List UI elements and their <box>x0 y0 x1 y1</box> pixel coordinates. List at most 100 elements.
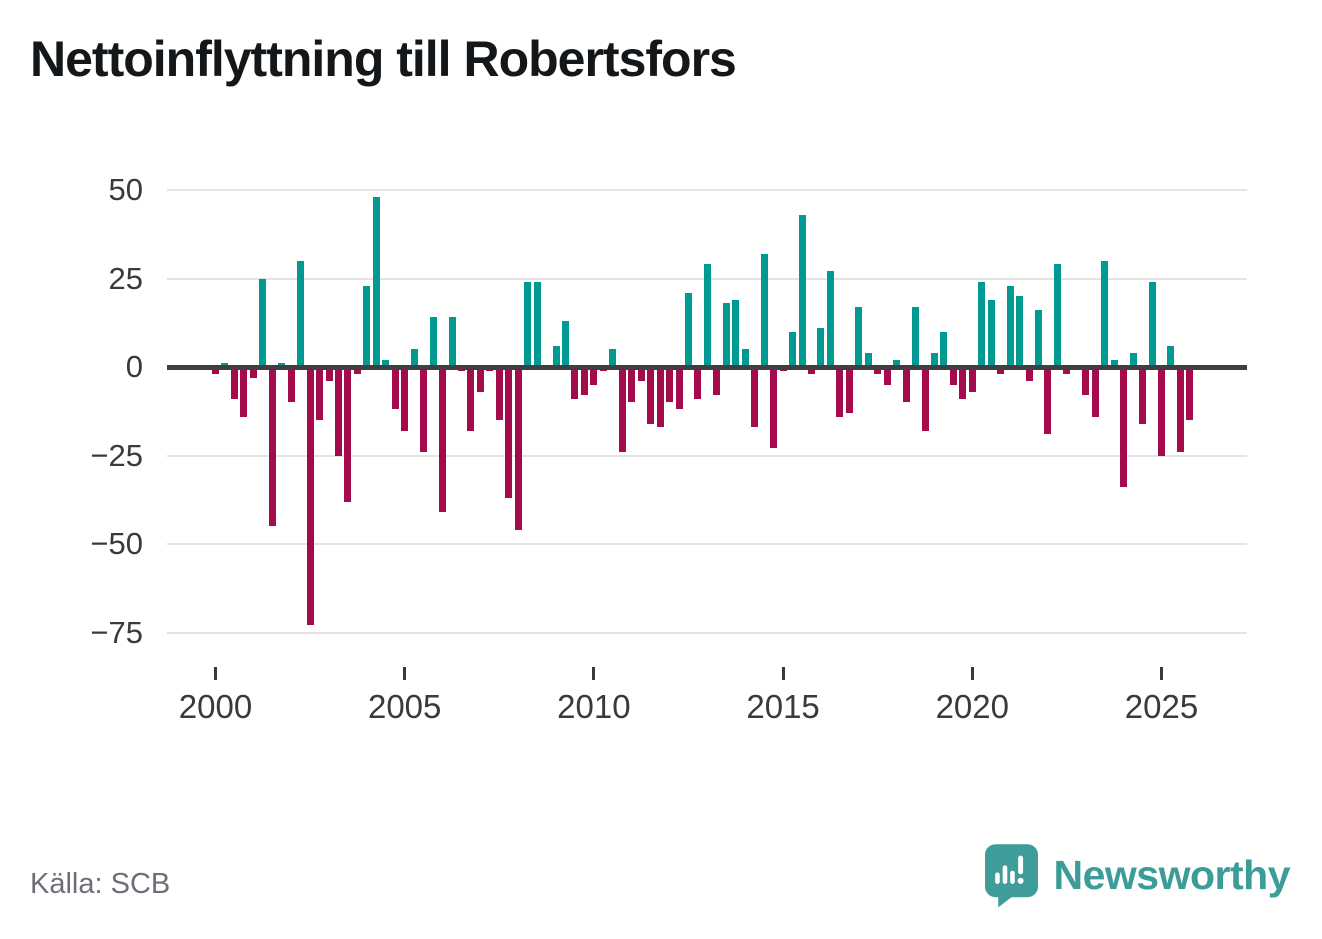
bar-2012-Q3 <box>685 292 692 367</box>
bar-2005-Q1 <box>401 367 409 431</box>
x-tick-label: 2015 <box>746 688 820 725</box>
bar-2001-Q3 <box>268 367 276 527</box>
y-tick-label: −50 <box>90 526 143 561</box>
newsworthy-wordmark: Newsworthy <box>1053 852 1291 898</box>
bar-2024-Q2 <box>1129 352 1137 367</box>
bar-2019-Q3 <box>949 367 957 385</box>
bar-2002-Q3 <box>306 367 314 626</box>
bar-2018-Q4 <box>921 367 929 431</box>
bar-2006-Q2 <box>448 317 456 367</box>
x-tick <box>970 667 974 680</box>
bar-2022-Q1 <box>1044 367 1052 435</box>
x-tick-label: 2020 <box>935 688 1009 725</box>
bar-2016-Q4 <box>845 367 853 414</box>
x-tick-label: 2025 <box>1124 688 1199 725</box>
bar-2004-Q1 <box>363 285 371 367</box>
bar-2011-Q4 <box>656 367 664 428</box>
y-tick-label: −75 <box>90 614 143 650</box>
gridline <box>167 454 1247 457</box>
bar-2003-Q3 <box>344 367 352 502</box>
bar-2021-Q3 <box>1025 367 1033 382</box>
bar-2014-Q4 <box>770 367 778 449</box>
bar-2000-Q3 <box>230 367 238 399</box>
bar-2014-Q1 <box>741 349 749 367</box>
logo-exclamation-stem <box>1017 855 1023 875</box>
bar-2012-Q4 <box>694 367 702 399</box>
bar-2025-Q4 <box>1186 367 1194 421</box>
y-tick-label: 0 <box>125 349 143 384</box>
chart-title: Nettoinflyttning till Robertsfors <box>30 31 737 87</box>
bar-2023-Q3 <box>1101 260 1109 367</box>
gridline <box>167 189 1247 191</box>
bar-2007-Q4 <box>505 367 513 498</box>
bar-2001-Q1 <box>249 367 257 378</box>
bar-2008-Q3 <box>533 282 541 367</box>
bar-2011-Q1 <box>628 367 636 403</box>
bar-2000-Q1 <box>212 367 219 375</box>
bar-2018-Q2 <box>902 367 910 403</box>
logo-bar-2 <box>1002 865 1007 884</box>
bar-2024-Q4 <box>1148 282 1156 367</box>
bar-2020-Q2 <box>978 282 986 367</box>
bar-2021-Q2 <box>1016 296 1024 367</box>
bar-2005-Q3 <box>420 367 428 452</box>
bar-2004-Q2 <box>372 197 380 367</box>
bar-2010-Q1 <box>590 367 598 385</box>
gridline <box>167 631 1247 634</box>
bar-2004-Q4 <box>391 367 399 410</box>
x-tick <box>592 667 596 680</box>
bar-2001-Q2 <box>259 278 267 367</box>
bar-2002-Q2 <box>297 260 305 367</box>
bar-2003-Q1 <box>325 367 333 382</box>
bar-2024-Q3 <box>1139 367 1147 424</box>
x-tick <box>214 667 217 680</box>
bar-2017-Q4 <box>883 367 891 385</box>
logo-exclamation-dot <box>1017 877 1024 884</box>
gridline <box>167 543 1247 545</box>
bar-2020-Q1 <box>968 367 976 392</box>
bar-2021-Q1 <box>1006 285 1014 367</box>
bar-2010-Q4 <box>618 367 626 452</box>
bar-2018-Q3 <box>912 306 920 367</box>
x-tick-label: 2000 <box>178 688 253 725</box>
bar-2020-Q3 <box>987 299 995 367</box>
bar-2019-Q1 <box>930 352 938 367</box>
bar-2022-Q2 <box>1053 264 1061 367</box>
bar-2010-Q3 <box>609 349 617 367</box>
bar-2017-Q2 <box>864 352 872 367</box>
bar-2007-Q1 <box>476 367 484 392</box>
bar-2012-Q1 <box>666 367 674 403</box>
bar-2016-Q1 <box>817 328 825 367</box>
logo-bar-3 <box>1009 870 1015 884</box>
bar-2005-Q4 <box>429 317 437 367</box>
x-tick-label: 2005 <box>367 688 442 725</box>
bar-2015-Q4 <box>807 367 815 375</box>
bar-2009-Q2 <box>562 320 570 367</box>
bar-2021-Q4 <box>1035 310 1043 367</box>
logo-bar-1 <box>994 872 1000 884</box>
bar-2025-Q2 <box>1167 345 1175 367</box>
bar-2015-Q2 <box>789 331 797 367</box>
bar-2011-Q3 <box>647 367 655 424</box>
bar-2002-Q1 <box>287 367 295 403</box>
x-tick <box>1160 667 1163 680</box>
bar-2023-Q2 <box>1091 367 1099 417</box>
bar-2013-Q3 <box>722 303 730 367</box>
bar-2011-Q2 <box>637 367 645 382</box>
x-tick <box>403 667 407 680</box>
newsworthy-logo-icon <box>984 844 1038 908</box>
bar-2017-Q3 <box>874 367 882 375</box>
bar-2016-Q3 <box>836 367 844 417</box>
zero-axis-line <box>167 364 1247 370</box>
bar-2025-Q3 <box>1176 367 1184 452</box>
bar-2003-Q4 <box>353 367 361 375</box>
bar-2008-Q2 <box>524 282 532 367</box>
bar-2013-Q4 <box>732 299 740 367</box>
bar-2009-Q3 <box>571 367 579 399</box>
bar-2009-Q1 <box>552 345 560 367</box>
y-tick-label: 25 <box>108 260 143 296</box>
bar-2012-Q2 <box>675 367 683 410</box>
bar-2023-Q4 <box>1110 359 1118 367</box>
x-tick-label: 2010 <box>557 688 631 725</box>
